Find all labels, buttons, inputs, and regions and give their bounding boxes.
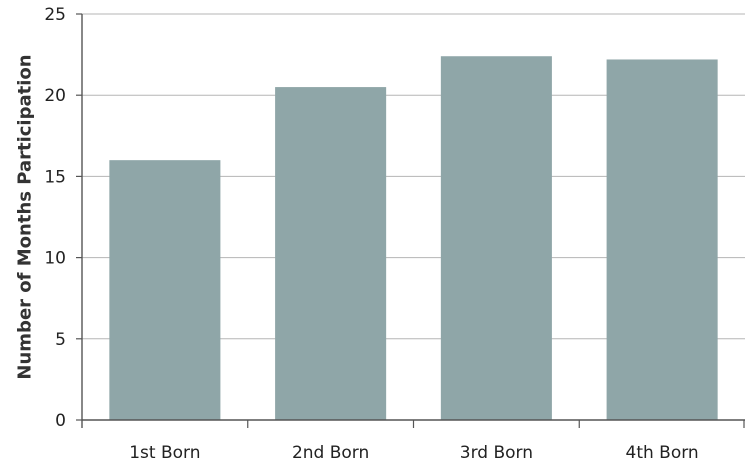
- x-tick-labels: 1st Born 2nd Born 3rd Born 4th Born: [129, 420, 745, 463]
- y-tick-label: 15: [44, 167, 66, 187]
- y-axis-title: Number of Months Participation: [14, 54, 35, 379]
- y-tick-label: 0: [55, 411, 66, 431]
- y-tick-label: 25: [44, 5, 66, 25]
- bar-1: [109, 160, 221, 420]
- y-tick-label: 20: [44, 86, 66, 106]
- bar-3: [440, 56, 552, 420]
- y-tick-label: 10: [44, 249, 66, 269]
- x-tick-label: 4th Born: [626, 443, 699, 463]
- bars: [109, 56, 718, 421]
- bar-2: [275, 87, 387, 420]
- x-tick-label: 2nd Born: [292, 443, 369, 463]
- bar-4: [606, 59, 718, 421]
- x-tick-label: 3rd Born: [460, 443, 533, 463]
- x-tick-label: 1st Born: [129, 443, 200, 463]
- y-tick-label: 5: [55, 330, 66, 350]
- y-tick-labels: 0 5 10 15 20 25: [44, 5, 82, 431]
